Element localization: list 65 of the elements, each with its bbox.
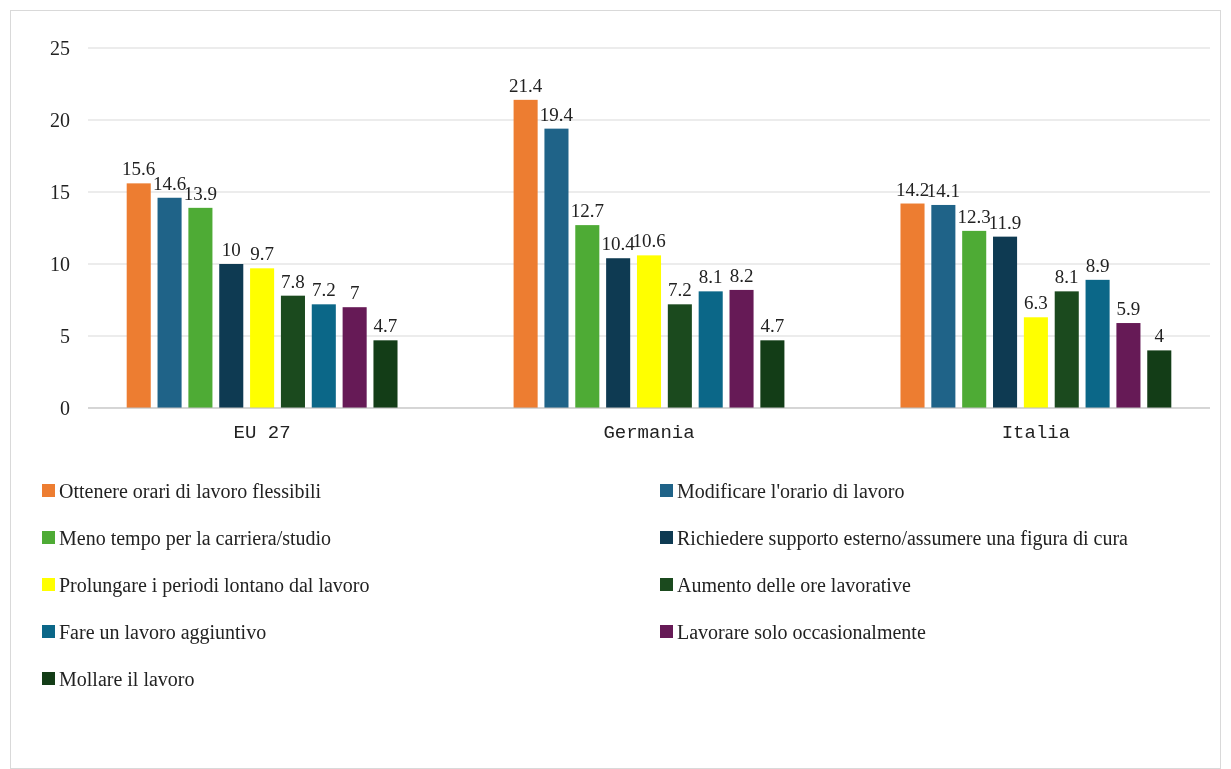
data-label: 7.8 [281,270,305,292]
bar [667,304,692,408]
bar [931,204,956,408]
bar [280,295,305,408]
x-tick-label: Italia [1001,422,1071,444]
data-label: 9.7 [250,243,274,265]
legend-label: Meno tempo per la carriera/studio [59,527,332,550]
y-tick-label: 5 [60,325,70,347]
data-label: 8.1 [698,266,723,288]
data-label: 4.7 [373,315,398,337]
y-tick-label: 20 [50,109,70,131]
y-tick-label: 15 [50,181,70,203]
data-label: 6.3 [1024,292,1048,314]
bar [1085,279,1110,408]
data-label: 12.3 [957,205,991,227]
bar [342,307,367,408]
bar [126,183,151,408]
legend-label: Modificare l'orario di lavoro [677,480,905,502]
bar [1116,323,1141,408]
legend-label: Mollare il lavoro [59,668,195,690]
legend-label: Prolungare i periodi lontano dal lavoro [59,574,370,597]
legend-label: Richiedere supporto esterno/assumere una figura di cura [677,527,1129,550]
data-label: 15.6 [122,158,156,180]
bar [575,225,600,408]
x-tick-label: Germania [603,422,695,444]
bar [1147,350,1172,408]
legend-label: Lavorare solo occasionalmente [677,621,926,643]
legend-label: Ottenere orari di lavoro flessibili [59,480,322,502]
bar [1023,317,1048,408]
bar [157,197,182,408]
data-label: 5.9 [1116,298,1141,320]
data-label: 8.2 [729,264,754,286]
bar [188,207,213,408]
bar [373,340,398,408]
legend-label: Fare un lavoro aggiuntivo [59,621,267,644]
legend-label: Aumento delle ore lavorative [677,574,911,596]
bar [250,268,275,408]
bar [1054,291,1079,408]
bar [962,230,987,408]
data-label: 12.7 [570,200,604,222]
bar [544,128,569,408]
data-label: 21.4 [508,74,543,96]
bar [993,236,1018,408]
bar [698,291,723,408]
bar [636,255,662,408]
bar [513,99,538,408]
bar [311,304,336,408]
data-label: 19.4 [539,103,574,125]
bar [219,264,244,408]
bar [729,289,754,408]
x-tick-label: EU 27 [233,422,291,444]
data-label: 4 [1154,325,1165,347]
data-label: 4.7 [760,315,785,337]
y-tick-label: 25 [50,37,70,59]
data-label: 8.9 [1085,254,1110,276]
bar [900,203,925,408]
data-label: 7 [349,282,360,304]
y-tick-label: 10 [50,253,70,275]
data-label: 7.2 [311,279,336,301]
data-label: 7.2 [667,279,692,301]
data-label: 8.1 [1054,266,1079,288]
bar [760,340,785,408]
data-label: 10 [221,239,241,260]
y-tick-label: 0 [60,397,70,419]
bar [606,258,631,408]
